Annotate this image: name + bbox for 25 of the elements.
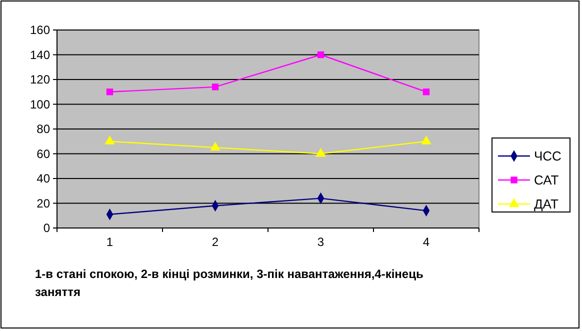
y-tick-label: 100 — [30, 97, 50, 112]
point — [212, 84, 219, 90]
legend-label: ЧСС — [534, 148, 562, 164]
y-tick-label: 140 — [30, 48, 50, 62]
legend-label: САТ — [534, 172, 559, 188]
x-tick-label: 3 — [317, 235, 324, 249]
y-tick-label: 40 — [36, 172, 50, 186]
point — [210, 142, 220, 151]
y-tick-label: 0 — [43, 221, 50, 235]
legend-label: ДАТ — [534, 196, 558, 212]
point — [104, 135, 115, 144]
point — [421, 135, 432, 144]
y-tick-label: 80 — [36, 122, 50, 136]
y-tick-label: 160 — [30, 23, 50, 37]
x-tick-label: 1 — [106, 235, 114, 249]
point — [422, 88, 430, 96]
x-tick-label: 2 — [212, 235, 219, 249]
y-tick-label: 120 — [30, 72, 50, 86]
point — [316, 148, 326, 157]
point — [106, 88, 114, 96]
y-tick-label: 20 — [36, 196, 50, 210]
x-tick-label: 4 — [422, 235, 430, 249]
point — [317, 51, 324, 58]
x-axis-title: 1-в стані спокою, 2-в кінці розминки, 3-пік навантаження,4-кінець заняття — [35, 267, 424, 299]
y-tick-label: 60 — [36, 146, 50, 161]
